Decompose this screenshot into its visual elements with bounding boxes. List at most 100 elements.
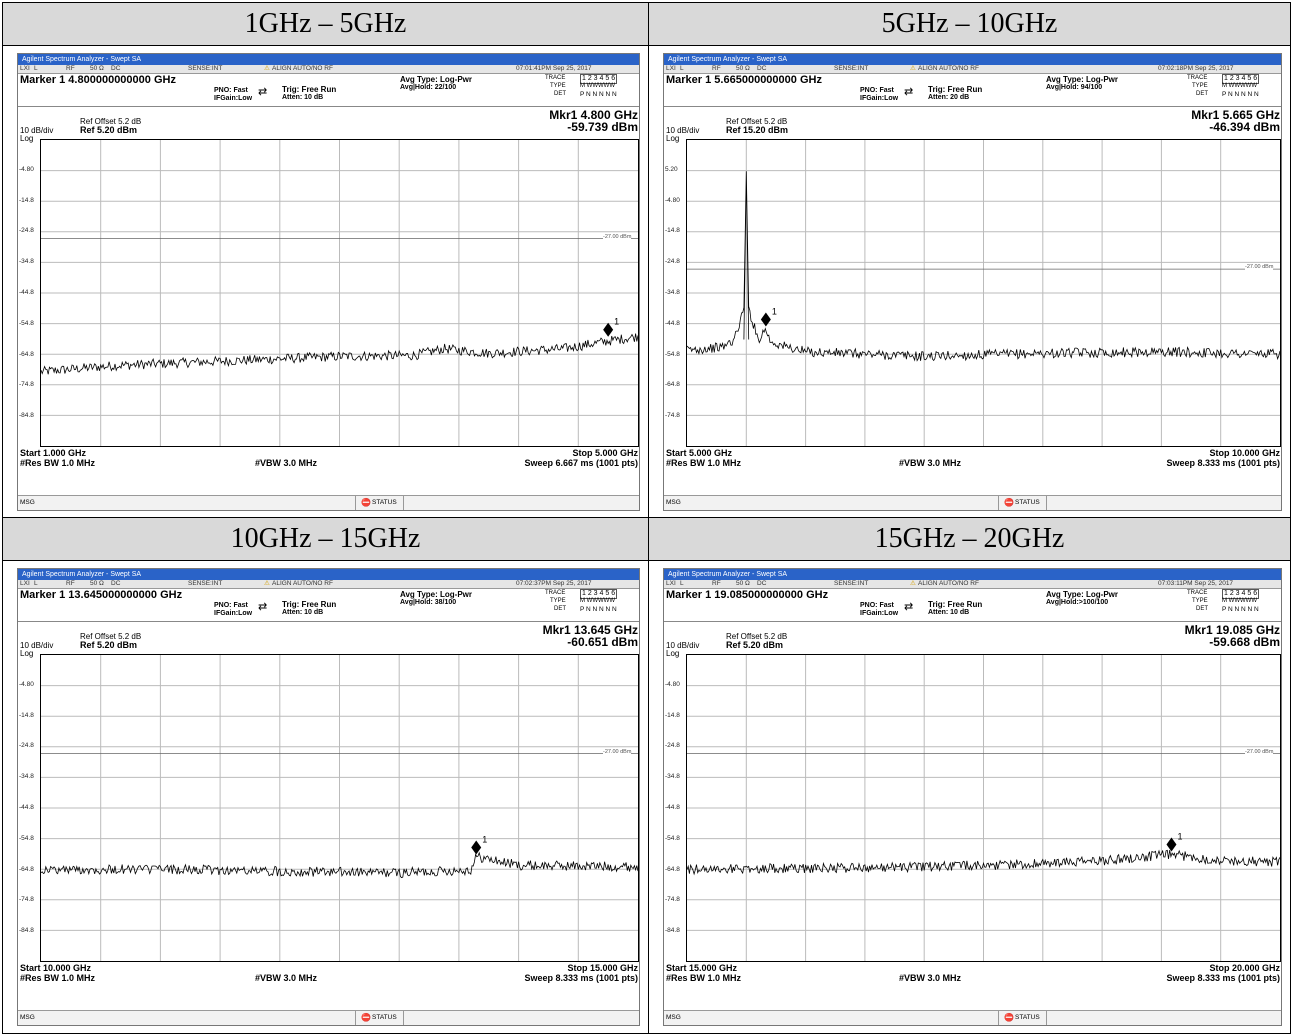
msg-label: MSG — [666, 1014, 681, 1021]
y-tick-label: -14.8 — [665, 227, 680, 235]
status-icon[interactable]: ⛔ — [361, 1013, 371, 1022]
y-tick-label: -24.8 — [19, 742, 34, 750]
log-label: Log — [20, 134, 34, 143]
msgbar-divider — [1046, 496, 1047, 510]
video-bandwidth: #VBW 3.0 MHz — [255, 973, 318, 983]
y-tick-label: -34.8 — [665, 289, 680, 296]
y-tick-label: -4.80 — [19, 680, 34, 688]
status-row: LXI L RF 50 Ω DC SENSE:INT ALIGN AUTO/NO RF 07:… — [18, 65, 639, 74]
marker-diamond[interactable] — [760, 312, 771, 327]
det-value: P N N N N N — [1222, 606, 1259, 613]
y-tick-label: 5.20 — [665, 165, 678, 173]
pno-setting: PNO: Fast — [214, 602, 248, 609]
timestamp: 07:03:11PM Sep 25, 2017 — [1158, 580, 1234, 587]
plot-area: 1 — [40, 139, 639, 447]
log-label: Log — [20, 649, 34, 658]
align-indicator: ALIGN AUTO/NO RF — [918, 65, 979, 72]
start-frequency: Start 10.000 GHz — [20, 963, 92, 973]
panel-2: 5GHz – 10GHz Agilent Spectrum Analyzer - … — [649, 3, 1290, 517]
rf-indicator: RF — [66, 580, 75, 587]
status-icon[interactable]: ⛔ — [1004, 498, 1014, 507]
msg-label: MSG — [20, 499, 35, 506]
timestamp: 07:01:41PM Sep 25, 2017 — [516, 65, 592, 72]
trigger-setting: Trig: Free Run — [928, 600, 983, 609]
y-tick-label: -54.8 — [19, 834, 34, 842]
status-label[interactable]: STATUS — [1015, 1014, 1040, 1021]
warning-icon: ⚠ — [264, 65, 270, 72]
y-tick-label: -24.8 — [665, 742, 680, 750]
sense-indicator: SENSE:INT — [188, 580, 223, 587]
y-tick-label: -14.8 — [19, 711, 34, 719]
warning-icon: ⚠ — [910, 580, 916, 587]
limit-line-label: -27.00 dBm — [1245, 264, 1274, 271]
spectrum-trace — [41, 333, 638, 375]
status-label[interactable]: STATUS — [372, 1014, 397, 1021]
marker-readout: Mkr1 5.665 GHz — [1191, 108, 1280, 122]
resolution-bandwidth: #Res BW 1.0 MHz — [666, 973, 742, 983]
stop-frequency: Stop 10.000 GHz — [1209, 448, 1280, 458]
msgbar-divider — [355, 1011, 356, 1025]
header-separator — [18, 621, 639, 622]
message-bar: MSG ⛔ STATUS — [18, 1010, 639, 1025]
impedance-indicator: 50 Ω — [90, 580, 104, 587]
marker-diamond[interactable] — [1166, 837, 1177, 852]
ifgain-setting: IFGain:Low — [214, 95, 253, 102]
spectrum-trace — [687, 171, 1280, 362]
trace-label: TRACE — [1187, 75, 1208, 81]
y-tick-label: -74.8 — [665, 896, 680, 904]
y-tick-label: -44.8 — [19, 804, 34, 811]
video-bandwidth: #VBW 3.0 MHz — [899, 973, 962, 983]
timestamp: 07:02:37PM Sep 25, 2017 — [516, 580, 592, 587]
warning-icon: ⚠ — [910, 65, 916, 72]
y-tick-label: -14.8 — [19, 196, 34, 204]
avg-hold: Avg|Hold: 38/100 — [400, 599, 457, 606]
panel-title: 10GHz – 15GHz — [3, 518, 648, 561]
y-tick-label: -34.8 — [19, 773, 34, 781]
status-icon[interactable]: ⛔ — [1004, 1013, 1014, 1022]
pno-setting: PNO: Fast — [860, 87, 894, 94]
marker-readout: Mkr1 13.645 GHz — [542, 623, 638, 637]
status-label[interactable]: STATUS — [372, 499, 397, 506]
message-bar: MSG ⛔ STATUS — [664, 495, 1281, 510]
status-label[interactable]: STATUS — [1015, 499, 1040, 506]
type-label: TYPE — [1192, 83, 1208, 89]
trace-label: TRACE — [545, 75, 566, 81]
ref-offset: Ref Offset 5.2 dB — [80, 632, 142, 641]
det-label: DET — [1196, 91, 1208, 97]
attenuation-setting: Atten: 10 dB — [928, 609, 970, 616]
header-separator — [664, 621, 1281, 622]
msgbar-divider — [998, 496, 999, 510]
ref-level: Ref 15.20 dBm — [726, 125, 789, 135]
pno-setting: PNO: Fast — [214, 87, 248, 94]
analyzer-screen: Agilent Spectrum Analyzer - Swept SA LXI L… — [17, 568, 640, 1026]
ifgain-setting: IFGain:Low — [860, 95, 899, 102]
panel-3: 10GHz – 15GHz Agilent Spectrum Analyzer -… — [3, 518, 648, 1032]
stop-frequency: Stop 20.000 GHz — [1209, 963, 1280, 973]
message-bar: MSG ⛔ STATUS — [18, 495, 639, 510]
sweep-time: Sweep 6.667 ms (1001 pts) — [524, 458, 638, 468]
det-label: DET — [554, 91, 566, 97]
marker-diamond[interactable] — [603, 322, 614, 337]
panel-title: 1GHz – 5GHz — [3, 3, 648, 46]
lxi-indicator: LXI — [20, 580, 30, 587]
marker-diamond[interactable] — [471, 840, 482, 855]
coupling-indicator: DC — [111, 65, 121, 72]
status-icon[interactable]: ⛔ — [361, 498, 371, 507]
plot-area: 1 — [686, 139, 1281, 447]
plot-area: 1 — [686, 654, 1281, 962]
msgbar-divider — [998, 1011, 999, 1025]
spectrum-trace — [41, 851, 638, 879]
log-label: Log — [666, 649, 680, 658]
resolution-bandwidth: #Res BW 1.0 MHz — [20, 458, 96, 468]
sweep-toggle-icon: ⇄ — [258, 601, 268, 613]
trace-numbers: 1 2 3 4 5 6 — [1222, 74, 1260, 84]
trigger-setting: Trig: Free Run — [282, 85, 337, 94]
l-indicator: L — [680, 65, 684, 72]
impedance-indicator: 50 Ω — [90, 65, 104, 72]
status-row: LXI L RF 50 Ω DC SENSE:INT ALIGN AUTO/NO RF 07:… — [664, 65, 1281, 74]
msgbar-divider — [1046, 1011, 1047, 1025]
y-tick-label: -74.8 — [665, 412, 680, 420]
msgbar-divider — [403, 1011, 404, 1025]
ref-level: Ref 5.20 dBm — [726, 640, 784, 650]
